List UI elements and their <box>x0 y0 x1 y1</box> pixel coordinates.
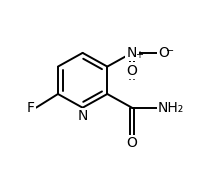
Text: O: O <box>158 46 169 60</box>
Text: O: O <box>126 137 137 150</box>
Text: N: N <box>127 46 137 60</box>
Text: N: N <box>78 109 88 123</box>
Text: NH₂: NH₂ <box>158 101 184 115</box>
Text: O: O <box>126 64 137 78</box>
Text: −: − <box>165 46 174 56</box>
Text: F: F <box>27 101 35 115</box>
Text: +: + <box>135 50 143 60</box>
